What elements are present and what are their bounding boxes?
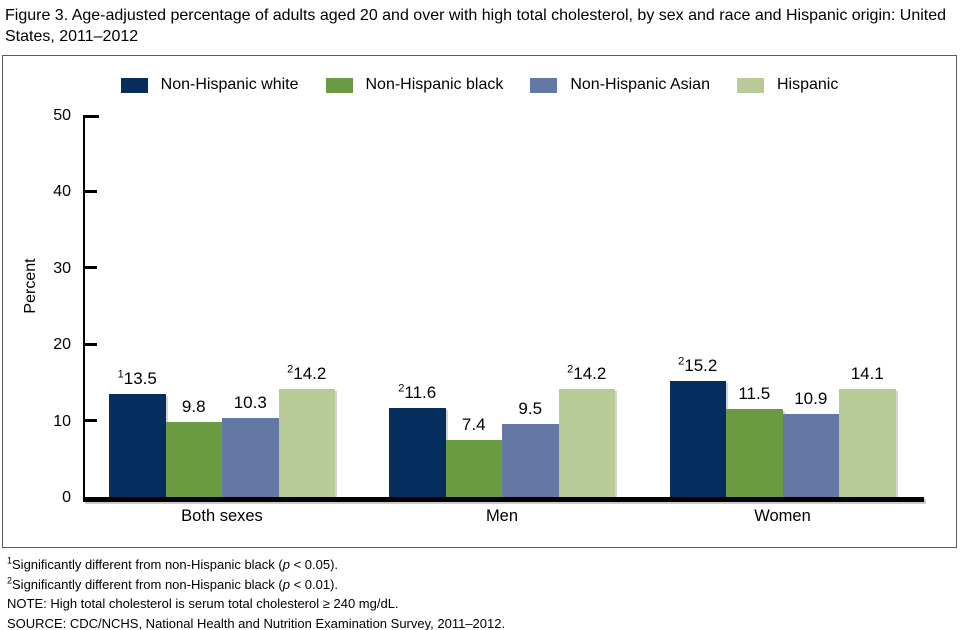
bar-both-sexes-non-hispanic-white	[109, 393, 166, 497]
y-axis-line	[83, 115, 85, 500]
bar-men-non-hispanic-black	[445, 440, 502, 497]
p-value-symbol: p	[282, 557, 290, 572]
bar-women-hispanic	[839, 389, 896, 497]
bar-value-label: 14.1	[850, 364, 884, 384]
category-label: Men	[485, 507, 519, 525]
footnote-marker: 1	[7, 555, 13, 566]
y-tick-label: 50	[53, 107, 71, 124]
y-tick-label: 0	[62, 489, 71, 506]
y-tick-mark	[85, 342, 97, 346]
y-tick-label: 40	[53, 183, 71, 201]
footnote-line: 2Significantly different from non-Hispan…	[7, 575, 339, 592]
legend-label: Non-Hispanic black	[365, 76, 504, 93]
x-axis-line	[83, 497, 924, 502]
bar-both-sexes-non-hispanic-black	[165, 422, 222, 497]
bar-value-label: 9.8	[181, 397, 206, 417]
bar-men-non-hispanic-white	[389, 408, 446, 497]
legend-swatch-icon	[325, 77, 353, 93]
bar-both-sexes-non-hispanic-asian	[222, 418, 279, 497]
legend-swatch-icon	[120, 77, 148, 93]
legend-swatch-icon	[736, 77, 764, 93]
figure-title: Figure 3. Age-adjusted percentage of adu…	[5, 7, 947, 45]
chart-frame: Non-Hispanic white Non-Hispanic black Non-…	[2, 55, 957, 548]
footnote-line: 1Significantly different from non-Hispan…	[7, 555, 339, 572]
bar-value-label: 214.2	[287, 362, 327, 383]
significance-marker: 2	[567, 362, 574, 375]
legend-item: Non-Hispanic white	[120, 76, 299, 94]
bar-value-label: 7.4	[461, 415, 486, 435]
bar-value-label: 9.5	[518, 399, 543, 419]
legend-swatch-icon	[530, 77, 558, 93]
y-tick-mark	[85, 189, 97, 193]
footnotes: 1Significantly different from non-Hispan…	[7, 555, 505, 630]
legend-label: Hispanic	[776, 76, 839, 93]
category-label: Both sexes	[181, 507, 263, 525]
footnote-line: NOTE: High total cholesterol is serum to…	[7, 596, 399, 611]
bar-women-non-hispanic-white	[669, 380, 726, 497]
y-tick-label: 10	[53, 412, 71, 430]
bar-value-label: 211.6	[398, 382, 437, 403]
p-value-symbol: p	[282, 576, 290, 592]
bar-value-label: 10.3	[233, 393, 267, 413]
legend-item: Non-Hispanic Asian	[530, 76, 710, 94]
y-tick-mark	[85, 266, 97, 270]
bar-value-label: 113.5	[117, 368, 157, 388]
legend-label: Non-Hispanic Asian	[570, 76, 710, 93]
y-tick-mark	[85, 115, 99, 118]
chart-legend: Non-Hispanic white Non-Hispanic black Non-…	[3, 76, 956, 94]
y-tick-label: 20	[53, 336, 71, 354]
significance-marker: 1	[117, 368, 124, 381]
bar-men-hispanic	[558, 388, 615, 497]
bar-men-non-hispanic-asian	[502, 424, 559, 497]
bar-women-non-hispanic-black	[726, 409, 783, 497]
legend-label: Non-Hispanic white	[160, 76, 299, 93]
significance-marker: 2	[398, 382, 405, 395]
footnote-line: SOURCE: CDC/NCHS, National Health and Nu…	[7, 615, 506, 630]
footnote-marker: 2	[7, 575, 13, 586]
y-tick-mark	[85, 419, 97, 423]
bar-value-label: 214.2	[567, 362, 607, 383]
bar-value-label: 10.9	[794, 388, 828, 408]
legend-item: Non-Hispanic black	[325, 76, 504, 94]
bar-value-label: 215.2	[678, 355, 718, 375]
significance-marker: 2	[678, 355, 685, 368]
bar-both-sexes-hispanic	[278, 388, 335, 497]
bar-value-label: 11.5	[738, 384, 771, 404]
legend-item: Hispanic	[736, 76, 839, 94]
bar-women-non-hispanic-asian	[782, 413, 839, 497]
y-tick-label: 30	[53, 259, 71, 277]
category-label: Women	[754, 507, 811, 525]
significance-marker: 2	[287, 362, 294, 375]
